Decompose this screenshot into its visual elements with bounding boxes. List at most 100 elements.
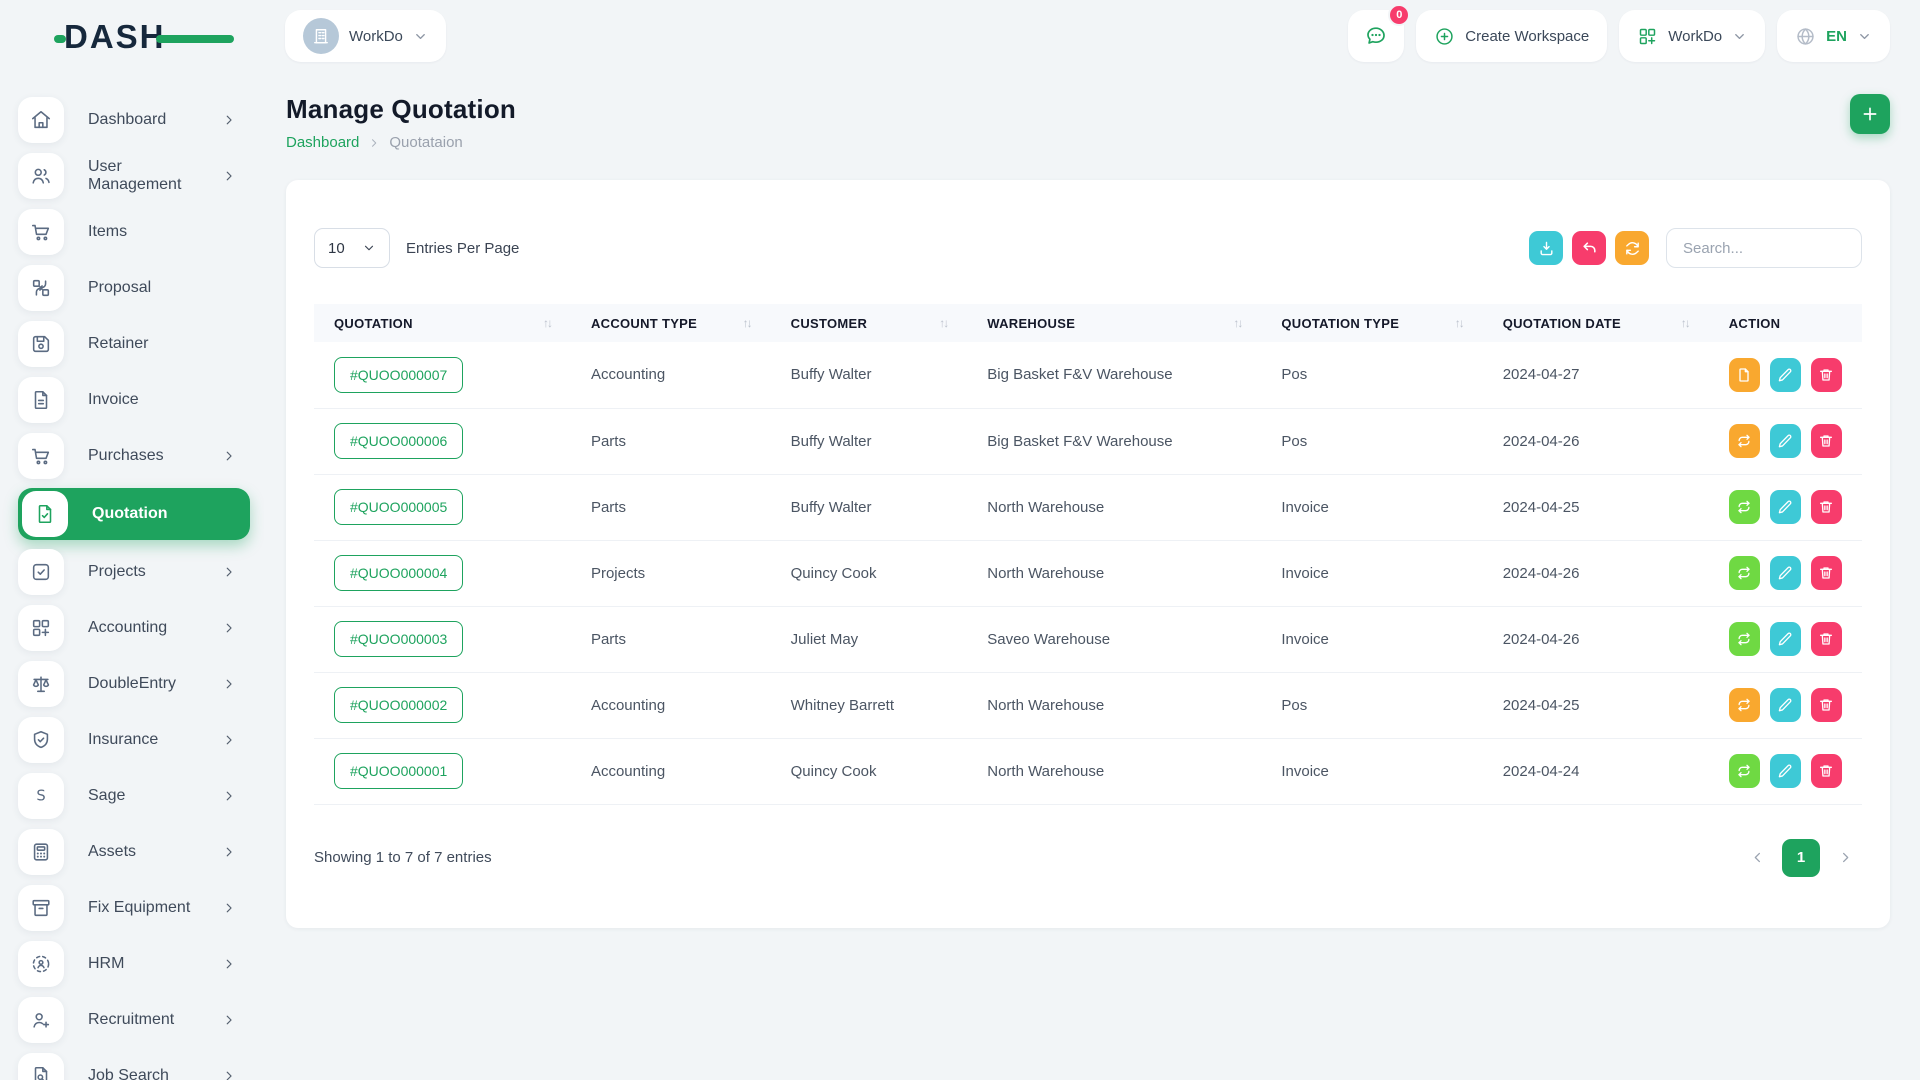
delete-button[interactable] [1810,556,1842,590]
edit-button[interactable] [1769,357,1801,392]
reset-filter-button[interactable] [1572,231,1606,265]
workspace-name: WorkDo [349,27,403,45]
sidebar-item-sage[interactable]: S Sage [18,772,250,820]
entries-per-page-select[interactable]: 10 [314,228,390,268]
sidebar-item-retainer[interactable]: Retainer [18,320,250,368]
messages-button[interactable]: 0 [1348,4,1411,62]
sidebar-item-insurance[interactable]: Insurance [18,716,250,764]
breadcrumb: Dashboard Quotataion [286,134,516,151]
convert-button[interactable] [1728,688,1760,722]
brand-logo[interactable]: DASH [54,18,234,56]
column-header-action: ACTION [1708,304,1862,342]
quotation-number-badge[interactable]: #QUOO000006 [334,423,464,459]
topbar: DASH WorkDo 0 Create Workspace WorkDo EN [0,0,1920,72]
column-header-quotation[interactable]: QUOTATION ↑↓ [314,304,571,342]
delete-button[interactable] [1810,754,1842,788]
edit-button[interactable] [1769,556,1801,590]
sidebar-item-recruitment[interactable]: Recruitment [18,996,250,1044]
chat-icon [1364,24,1388,48]
warehouse-cell: North Warehouse [967,540,1262,607]
sidebar-item-purchases[interactable]: Purchases [18,432,250,480]
sidebar-item-user-management[interactable]: User Management [18,152,250,200]
quotation-date-cell: 2024-04-26 [1482,540,1709,607]
edit-button[interactable] [1769,424,1801,458]
delete-button[interactable] [1810,424,1842,458]
convert-icon [1736,433,1752,449]
customer-cell: Buffy Walter [770,474,968,541]
quotation-number-badge[interactable]: #QUOO000002 [334,687,464,723]
account-type-cell: Parts [570,408,771,475]
sidebar-item-fix-equipment[interactable]: Fix Equipment [18,884,250,932]
sidebar-item-invoice[interactable]: Invoice [18,376,250,424]
sidebar-item-hrm[interactable]: HRM [18,940,250,988]
sidebar-item-proposal[interactable]: Proposal [18,264,250,312]
convert-button[interactable] [1728,424,1760,458]
page-1-button[interactable]: 1 [1782,838,1820,877]
column-header-warehouse[interactable]: WAREHOUSE ↑↓ [967,304,1262,342]
quotation-number-badge[interactable]: #QUOO000003 [334,621,464,657]
sidebar-item-assets[interactable]: Assets [18,828,250,876]
refresh-button[interactable] [1615,231,1649,265]
create-workspace-button[interactable]: Create Workspace [1416,10,1608,62]
edit-icon [1777,433,1793,449]
customer-cell: Buffy Walter [770,342,968,409]
column-header-quotation-date[interactable]: QUOTATION DATE ↑↓ [1482,304,1709,342]
convert-button[interactable] [1728,556,1760,590]
sidebar-item-quotation[interactable]: Quotation [18,488,250,540]
sidebar-item-doubleentry[interactable]: DoubleEntry [18,660,250,708]
sidebar-item-accounting[interactable]: Accounting [18,604,250,652]
sidebar-item-items[interactable]: Items [18,208,250,256]
column-header-quotation-type[interactable]: QUOTATION TYPE ↑↓ [1261,304,1483,342]
convert-button[interactable] [1728,357,1760,392]
sidebar-item-projects[interactable]: Projects [18,548,250,596]
sort-icon[interactable]: ↑↓ [1680,316,1691,330]
edit-button[interactable] [1769,490,1801,524]
search-input[interactable] [1666,228,1862,268]
sidebar-item-dashboard[interactable]: Dashboard [18,96,250,144]
convert-button[interactable] [1728,754,1760,788]
quotation-number-badge[interactable]: #QUOO000007 [334,356,464,393]
row-actions [1728,357,1842,392]
hrm-icon [18,941,64,987]
delete-button[interactable] [1810,622,1842,656]
breadcrumb-dashboard-link[interactable]: Dashboard [286,134,360,151]
sage-icon: S [18,773,64,819]
quotation-number-badge[interactable]: #QUOO000005 [334,489,464,525]
globe-icon [1795,26,1816,47]
column-header-customer[interactable]: CUSTOMER ↑↓ [770,304,968,342]
previous-page-button[interactable] [1740,841,1774,875]
sort-icon[interactable]: ↑↓ [939,316,949,330]
logo-text: DASH [64,18,166,55]
create-quotation-button[interactable] [1850,94,1890,134]
table-row: #QUOO000001 Accounting Quincy Cook North… [314,738,1862,805]
next-page-button[interactable] [1828,841,1862,875]
edit-button[interactable] [1769,688,1801,722]
chevron-down-icon [1857,29,1872,44]
edit-button[interactable] [1769,622,1801,656]
convert-button[interactable] [1728,490,1760,524]
workspace-switcher[interactable]: WorkDo [285,10,446,62]
quotation-number-badge[interactable]: #QUOO000001 [334,753,464,789]
convert-button[interactable] [1728,622,1760,656]
trash-icon [1818,631,1834,647]
chevron-right-icon [222,677,236,691]
sidebar-item-job-search[interactable]: Job Search [18,1052,250,1080]
delete-button[interactable] [1810,688,1842,722]
language-selector[interactable]: EN [1777,10,1890,62]
column-header-account-type[interactable]: ACCOUNT TYPE ↑↓ [570,304,771,342]
sort-icon[interactable]: ↑↓ [542,316,553,330]
delete-button[interactable] [1810,357,1842,392]
sort-icon[interactable]: ↑↓ [742,316,753,330]
edit-button[interactable] [1769,754,1801,788]
account-type-cell: Projects [570,540,771,607]
delete-button[interactable] [1810,490,1842,524]
cart-icon [18,433,64,479]
export-button[interactable] [1529,231,1563,265]
sort-icon[interactable]: ↑↓ [1454,316,1465,330]
sidebar-item-label: Quotation [92,505,168,522]
sort-icon[interactable]: ↑↓ [1233,316,1243,330]
quotation-number-badge[interactable]: #QUOO000004 [334,555,464,591]
workdo-apps-button[interactable]: WorkDo [1619,10,1766,62]
chevron-right-icon [222,789,236,803]
account-type-cell: Accounting [570,342,771,409]
